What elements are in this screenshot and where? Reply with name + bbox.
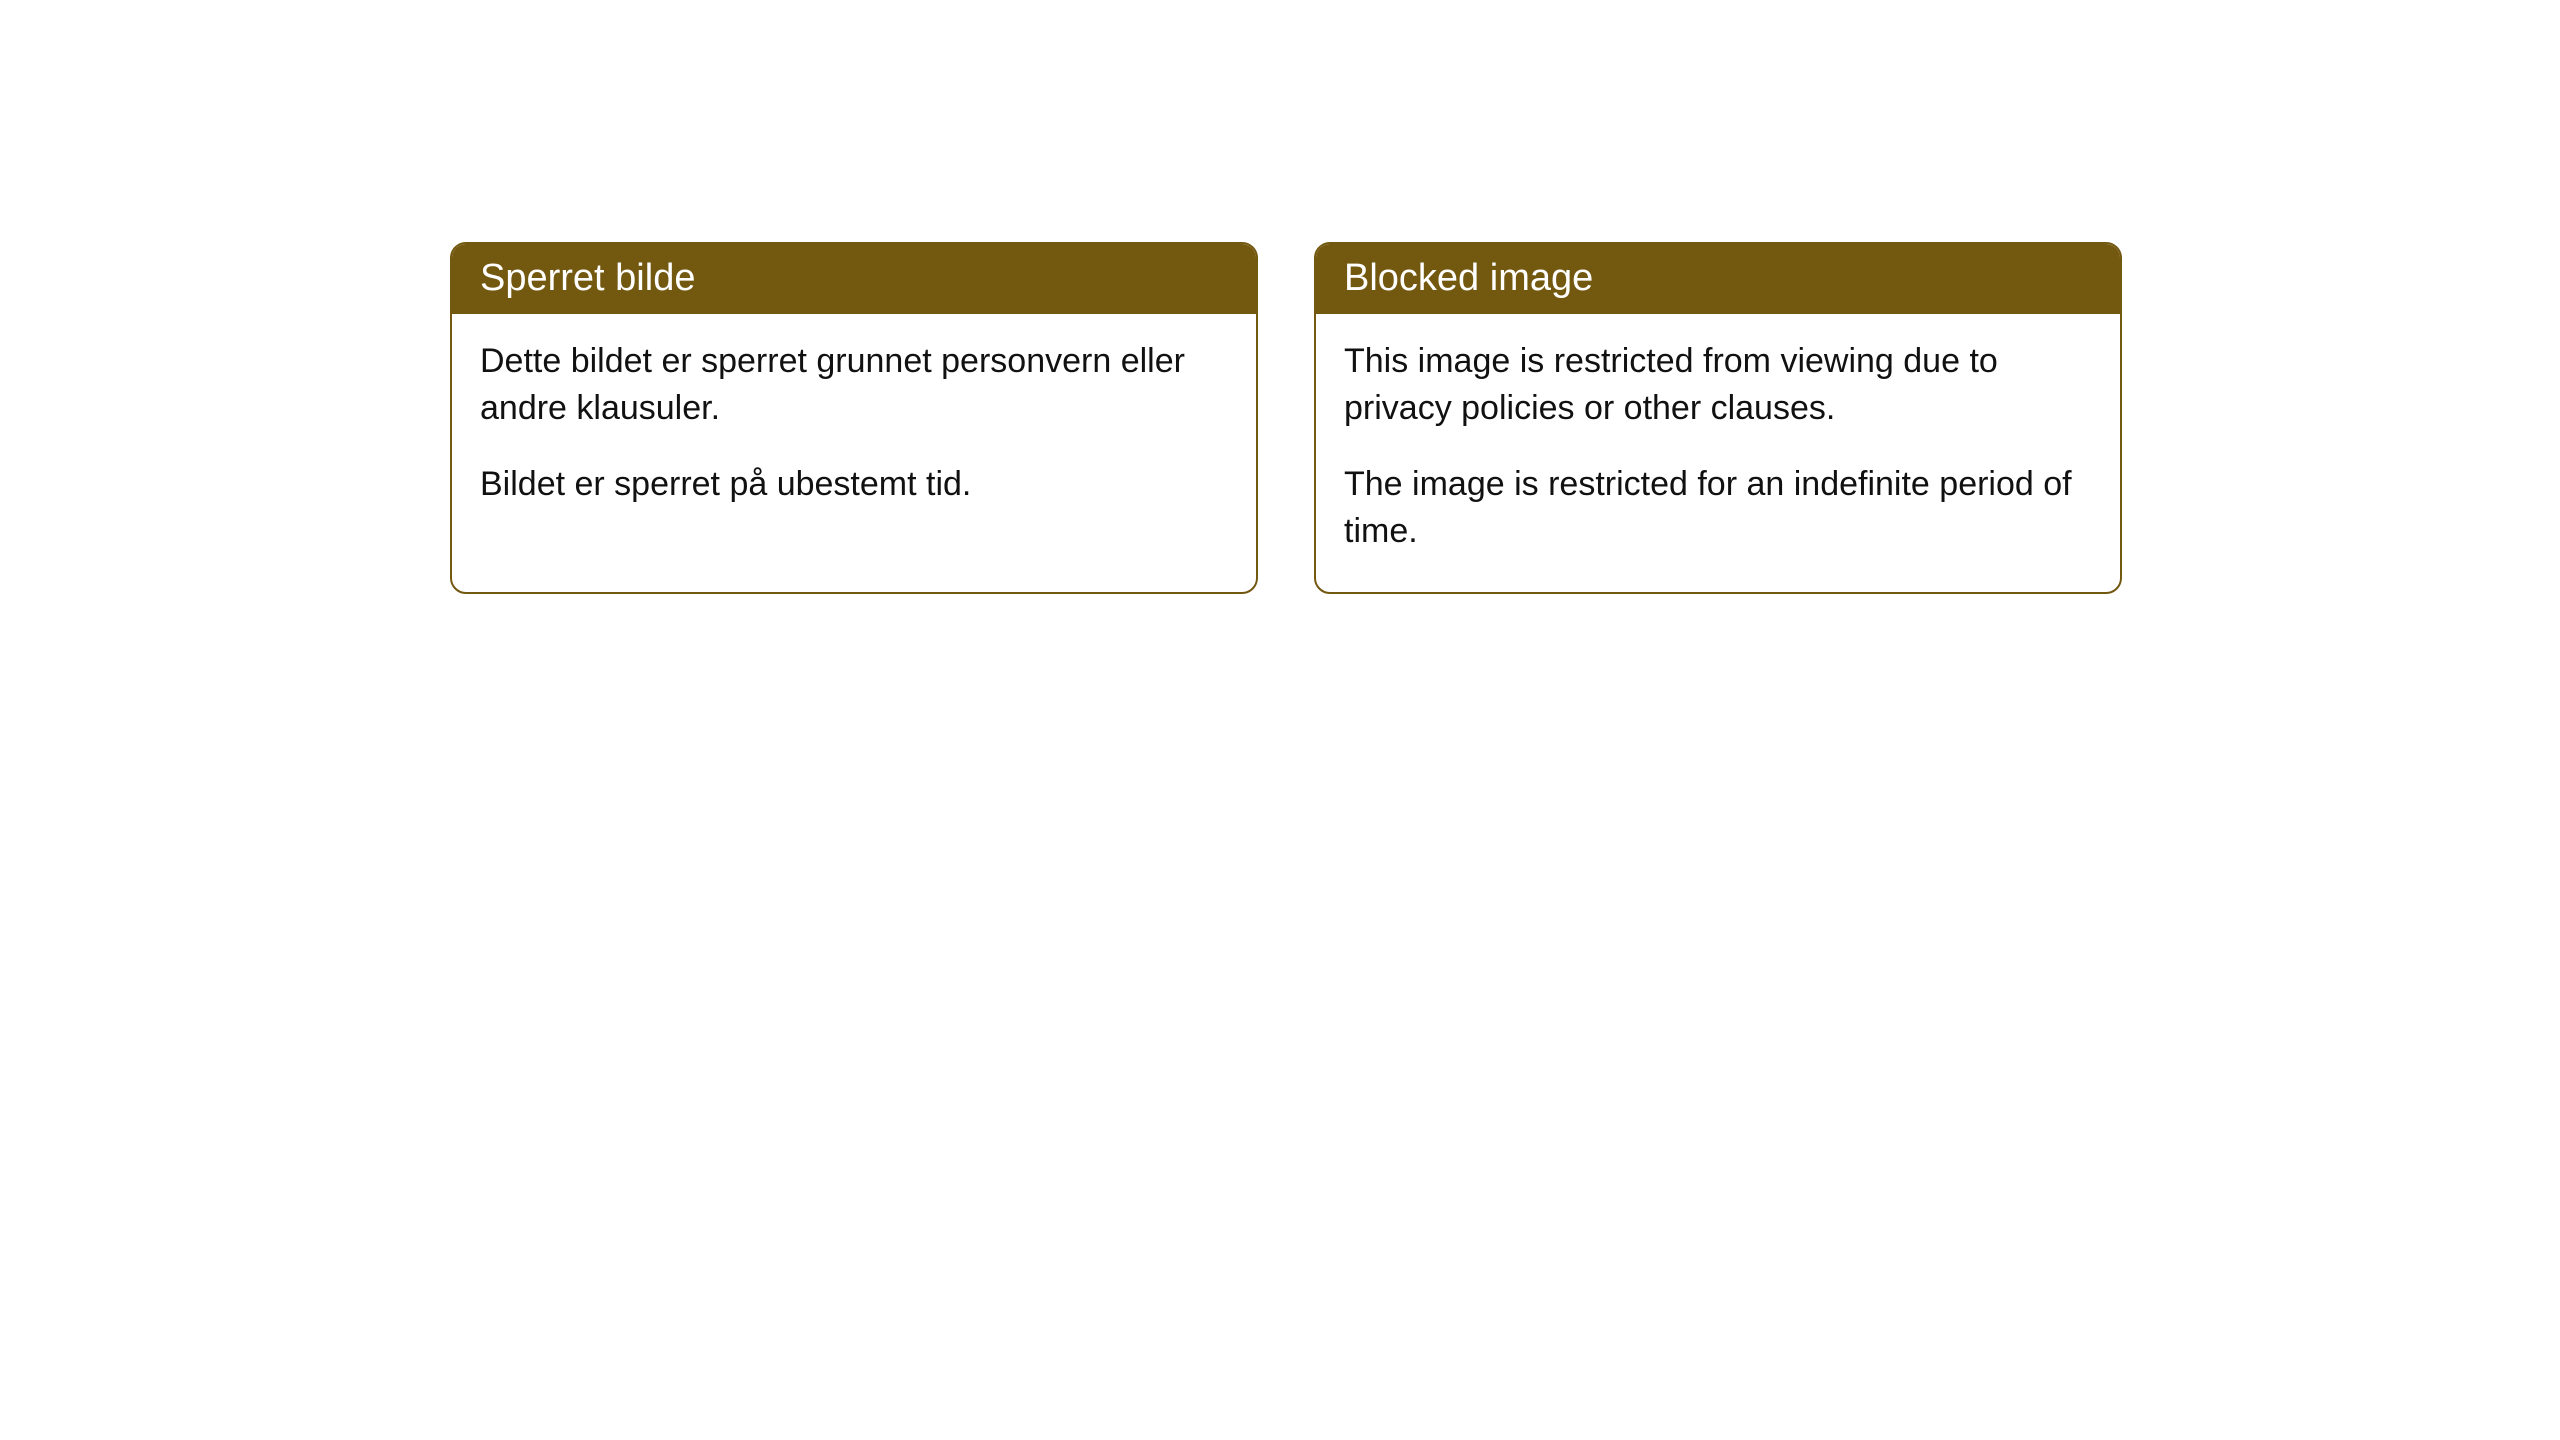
- card-paragraph: This image is restricted from viewing du…: [1344, 338, 2092, 433]
- card-paragraph: The image is restricted for an indefinit…: [1344, 461, 2092, 556]
- card-header: Sperret bilde: [452, 244, 1256, 314]
- card-body: This image is restricted from viewing du…: [1316, 314, 2120, 592]
- notice-card-norwegian: Sperret bilde Dette bildet er sperret gr…: [450, 242, 1258, 594]
- card-body: Dette bildet er sperret grunnet personve…: [452, 314, 1256, 545]
- card-paragraph: Bildet er sperret på ubestemt tid.: [480, 461, 1228, 509]
- card-paragraph: Dette bildet er sperret grunnet personve…: [480, 338, 1228, 433]
- notice-card-english: Blocked image This image is restricted f…: [1314, 242, 2122, 594]
- notice-cards-container: Sperret bilde Dette bildet er sperret gr…: [450, 242, 2122, 594]
- card-title: Sperret bilde: [480, 257, 695, 299]
- card-header: Blocked image: [1316, 244, 2120, 314]
- card-title: Blocked image: [1344, 257, 1593, 299]
